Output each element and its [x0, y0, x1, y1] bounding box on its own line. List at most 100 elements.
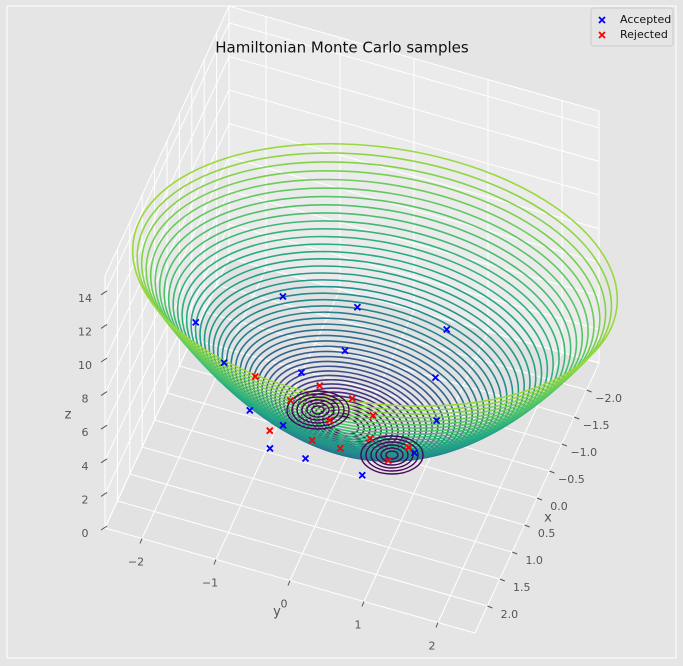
x-axis-label: x — [544, 511, 552, 526]
legend-marker — [598, 31, 606, 39]
y-axis-label: y — [273, 605, 281, 620]
surface-contour — [158, 195, 584, 429]
z-tick-label: 0 — [82, 527, 89, 540]
grid — [104, 16, 600, 623]
z-tick-label: 12 — [78, 325, 92, 338]
axes-frame — [6, 5, 677, 659]
y-tick-label: 1 — [355, 619, 362, 632]
x-tick — [586, 389, 592, 393]
z-tick — [100, 290, 108, 296]
x-tick — [499, 578, 505, 582]
surface-contour — [385, 450, 399, 460]
surface-contour — [149, 178, 595, 423]
x-tick-label: 1.5 — [513, 581, 531, 594]
legend-marker — [598, 16, 606, 24]
surface-contour — [360, 435, 424, 475]
surface-contour — [199, 265, 531, 452]
sample-point — [192, 318, 200, 327]
sample-point — [384, 456, 392, 465]
surface-contour — [296, 396, 340, 424]
y-tick — [361, 601, 365, 607]
surface-contour — [136, 152, 613, 412]
surface-contour — [306, 402, 330, 418]
grid-line — [363, 331, 489, 602]
x-tick — [549, 470, 555, 474]
surface-contour — [167, 212, 572, 436]
sample-point — [443, 325, 451, 334]
sample-point — [431, 373, 440, 382]
x-tick-label: 1.0 — [525, 554, 543, 567]
sample-point — [358, 471, 366, 479]
surface-contour — [301, 399, 335, 421]
z-tick-label: 10 — [78, 359, 92, 372]
z-tick — [100, 357, 108, 363]
points — [192, 292, 451, 479]
y-tick — [139, 538, 143, 544]
surface-contour — [311, 405, 325, 415]
sample-point — [301, 454, 310, 463]
sample-point — [266, 444, 274, 453]
x-tick-label: 2.0 — [501, 608, 519, 621]
x-tick — [524, 524, 530, 528]
legend-box — [590, 7, 674, 47]
x-tick-label: −1.0 — [570, 446, 597, 459]
x-tick — [574, 416, 580, 420]
sample-point — [336, 444, 344, 452]
x-tick — [487, 605, 493, 609]
z-tick-label: 8 — [82, 393, 89, 406]
sample-point — [279, 421, 287, 429]
z-tick-label: 6 — [82, 426, 89, 439]
surface-contour — [208, 279, 520, 455]
sample-point — [266, 427, 274, 435]
surface-contour — [145, 170, 601, 419]
x-tick-label: −2.0 — [595, 392, 622, 405]
z-tick — [100, 458, 108, 464]
surface-contour — [131, 142, 619, 408]
y-tick-label: −2 — [128, 556, 144, 569]
y-tick — [213, 559, 217, 565]
sample-point — [286, 396, 294, 405]
surface-contour — [172, 220, 566, 438]
z-tick — [100, 391, 108, 397]
surface-contour — [380, 447, 404, 463]
surface-contour — [154, 187, 589, 426]
surface-contour — [181, 235, 554, 444]
x-tick-label: −1.5 — [583, 419, 610, 432]
surface-contour — [217, 292, 508, 458]
z-tick — [100, 491, 108, 497]
surface-contour — [140, 161, 607, 415]
x-tick-label: 0.0 — [550, 500, 568, 513]
sample-point — [366, 434, 374, 442]
sample-point — [404, 443, 413, 452]
surface-contour — [163, 204, 578, 433]
surface-contour — [365, 438, 419, 472]
sample-point — [297, 368, 306, 377]
sample-point — [341, 347, 349, 355]
y-tick-label: 0 — [281, 598, 288, 611]
surface-contour — [176, 228, 560, 441]
sample-point — [251, 372, 259, 381]
surface-contour — [291, 393, 345, 427]
surface-contour — [375, 444, 409, 466]
z-axis-label: z — [65, 408, 72, 423]
z-tick-label: 14 — [78, 292, 92, 305]
sample-point — [433, 417, 441, 425]
x-tick — [512, 551, 518, 555]
x-tick-label: −0.5 — [558, 473, 585, 486]
sample-point — [220, 359, 228, 367]
z-tick-label: 4 — [82, 460, 89, 473]
surface-contour — [286, 390, 350, 430]
y-tick — [287, 580, 291, 586]
sample-point — [326, 416, 334, 424]
grid-line — [141, 268, 267, 539]
surface-contour — [185, 243, 549, 446]
z-tick — [100, 323, 108, 329]
sample-point — [369, 411, 377, 420]
x-tick — [561, 443, 567, 447]
sample-point — [316, 382, 324, 390]
y-tick-label: −1 — [202, 577, 218, 590]
legend: Accepted Rejected — [590, 7, 674, 47]
z-tick-label: 2 — [82, 493, 89, 506]
sample-point — [348, 394, 356, 403]
